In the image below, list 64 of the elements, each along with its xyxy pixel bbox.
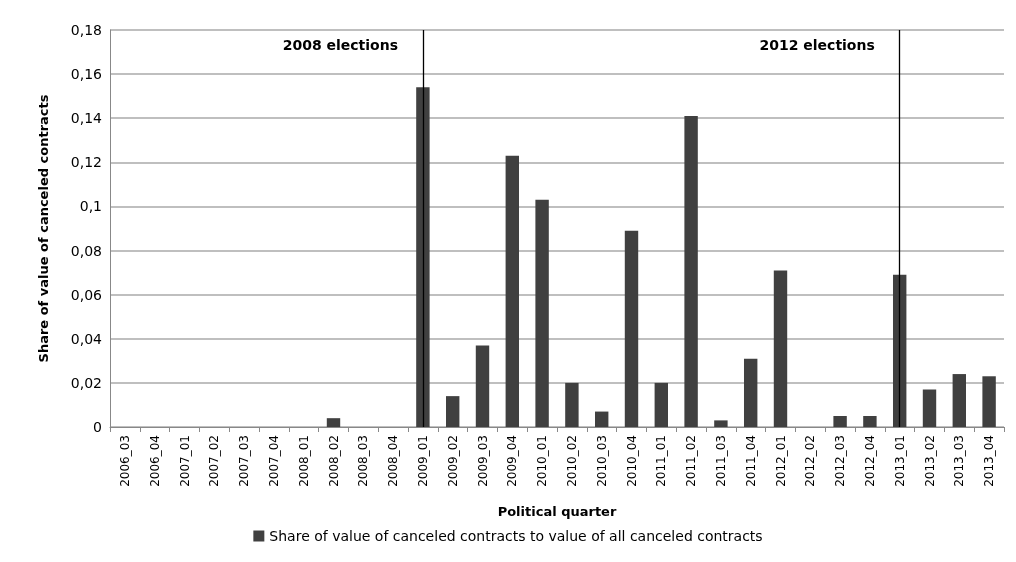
bar [922, 389, 937, 427]
x-tick-label: 2010_04 [624, 435, 639, 487]
bar [624, 230, 639, 427]
x-tick-label: 2013_03 [952, 435, 967, 487]
x-tick-label: 2010_02 [564, 435, 579, 487]
x-tick-label: 2007_01 [177, 435, 192, 487]
y-axis-title: Share of value of canceled contracts [36, 94, 51, 363]
x-tick-label: 2008_04 [386, 435, 401, 487]
bar [535, 199, 549, 427]
bar [654, 382, 669, 427]
y-tick-label: 0,04 [70, 330, 103, 347]
x-tick-label: 2012_04 [862, 435, 877, 487]
x-tick-label: 2013_01 [892, 435, 907, 487]
bar [863, 415, 877, 427]
bar [684, 116, 698, 427]
bar [982, 376, 996, 427]
y-tick-label: 0 [93, 419, 102, 435]
x-tick-label: 2012_01 [773, 435, 788, 487]
x-tick-label: 2007_02 [207, 435, 222, 487]
x-tick-label: 2013_02 [922, 435, 937, 487]
x-tick-label: 2012_03 [833, 435, 848, 487]
bar [773, 270, 788, 427]
x-tick-label: 2010_01 [535, 435, 550, 487]
bar [952, 374, 967, 427]
x-tick-label: 2008_03 [356, 435, 371, 487]
y-tick-label: 0,12 [70, 154, 102, 171]
bar [595, 411, 609, 427]
x-tick-label: 2006_04 [147, 435, 162, 487]
x-tick-label: 2007_04 [266, 435, 281, 487]
x-tick-label: 2011_02 [684, 435, 699, 487]
x-tick-label: 2007_03 [237, 435, 252, 487]
ref-line-label: 2008 elections [282, 37, 398, 53]
x-tick-label: 2008_01 [296, 435, 311, 487]
bar [714, 420, 728, 427]
y-tick-label: 0,14 [70, 110, 103, 127]
bar [326, 418, 341, 427]
bar [744, 358, 758, 427]
x-tick-label: 2011_03 [713, 435, 728, 487]
y-tick-label: 0,02 [70, 374, 102, 391]
x-tick-label: 2011_01 [654, 435, 669, 487]
bar [446, 396, 460, 427]
x-tick-label: 2012_02 [803, 435, 818, 487]
y-tick-label: 0,08 [70, 242, 102, 259]
bar [416, 87, 430, 427]
bar [565, 382, 579, 427]
x-tick-label: 2006_03 [117, 435, 132, 487]
legend-label: Share of value of canceled contracts to value of all canceled contracts [269, 528, 763, 544]
y-tick-label: 0,18 [70, 22, 102, 38]
x-tick-label: 2009_03 [475, 435, 490, 487]
x-tick-label: 2009_02 [445, 435, 460, 487]
y-tick-label: 0,1 [79, 198, 102, 215]
bar [505, 155, 520, 427]
x-tick-label: 2008_02 [326, 435, 341, 487]
x-tick-label: 2011_04 [743, 435, 758, 487]
y-tick-label: 0,06 [70, 286, 103, 303]
ref-line-label: 2012 elections [759, 37, 875, 53]
x-tick-label: 2013_04 [982, 435, 997, 487]
x-tick-label: 2009_01 [415, 435, 430, 487]
bar [833, 415, 847, 427]
y-tick-label: 0,16 [70, 66, 103, 83]
x-tick-label: 2010_03 [594, 435, 609, 487]
x-tick-label: 2009_04 [505, 435, 520, 487]
bar [475, 345, 490, 427]
x-axis-title: Political quarter [497, 504, 617, 519]
